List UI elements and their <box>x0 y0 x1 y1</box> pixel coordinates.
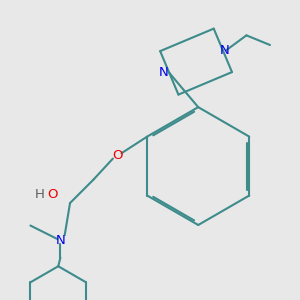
Text: N: N <box>56 234 65 247</box>
Text: H: H <box>35 188 45 201</box>
Text: N: N <box>220 44 230 57</box>
Text: O: O <box>48 188 58 201</box>
Text: N: N <box>159 66 169 80</box>
Text: O: O <box>112 149 122 162</box>
